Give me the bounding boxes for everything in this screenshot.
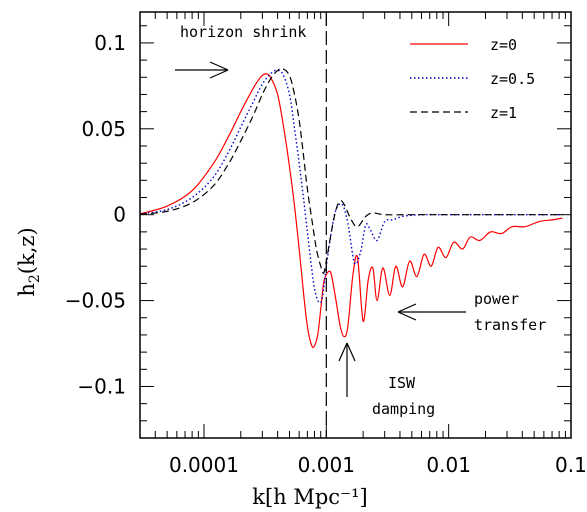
arrow-isw-damping [338,342,356,397]
y-tick-label: 0.1 [94,31,126,55]
legend-label-z1: z=1 [490,104,517,122]
legend-label-z0: z=0 [490,36,517,54]
x-tick-label: 0.001 [298,453,355,477]
tick-labels: 0.0001 0.001 0.01 0.1 0.1 0.05 0 −0.05 −0.1 [65,31,587,477]
y-tick-label: 0 [113,203,126,227]
y-axis-label-rest: (k,z) [15,227,39,274]
y-axis-label: h2(k,z) [15,227,43,296]
annotation-horizon-shrink: horizon shrink [180,23,306,41]
y-tick-label: 0.05 [81,117,126,141]
annotation-power: power [474,290,519,308]
arrow-horizon-shrink [175,61,229,79]
arrow-power-transfer [397,303,466,321]
annotation-damping: damping [372,400,435,418]
axis-ticks [139,12,572,438]
y-tick-label: −0.1 [77,374,126,398]
legend-label-z05: z=0.5 [490,70,535,88]
annotation-transfer: transfer [474,316,546,334]
annotation-isw: ISW [388,374,416,392]
x-tick-label: 0.1 [555,453,587,477]
curves [139,67,563,349]
series-line-2 [139,67,563,274]
x-tick-label: 0.0001 [169,453,239,477]
y-tick-label: −0.05 [65,289,126,313]
y-axis-label-main: h [15,283,39,297]
x-tick-label: 0.01 [426,453,471,477]
plot-frame [139,11,572,439]
legend: z=0 z=0.5 z=1 [410,36,535,122]
x-axis-label: k[h Mpc⁻¹] [252,485,368,509]
annotations: horizon shrink power transfer ISW dampin… [175,23,546,418]
y-axis-label-sub: 2 [27,274,43,283]
series-line-1 [139,69,563,304]
